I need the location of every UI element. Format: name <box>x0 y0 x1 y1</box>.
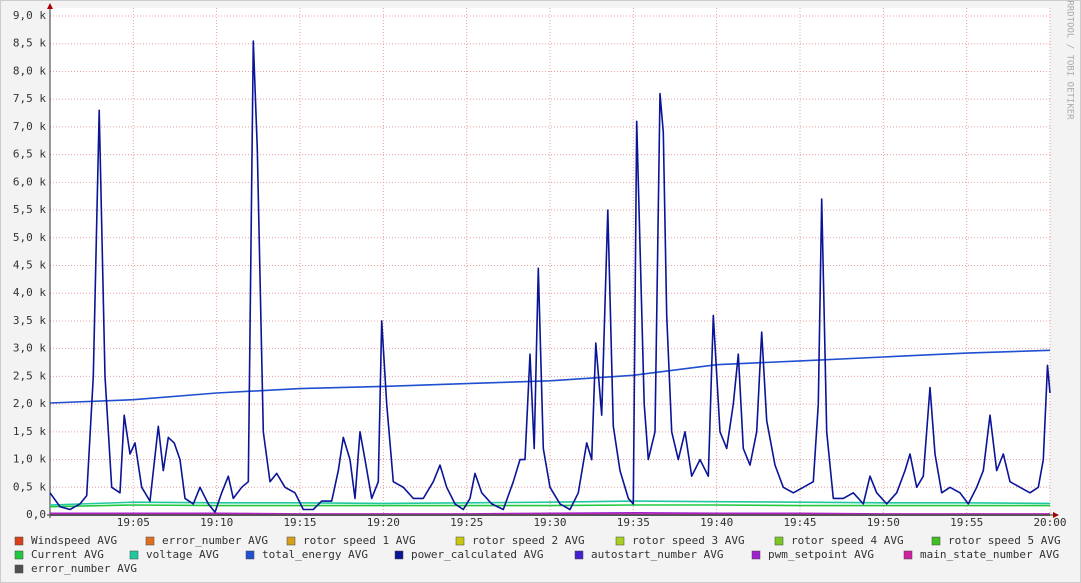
series-line <box>49 349 1051 404</box>
x-tick-label: 19:45 <box>783 516 816 529</box>
legend-label: pwm_setpoint AVG <box>768 548 874 561</box>
y-tick-label: 6,0 k <box>13 175 46 188</box>
legend-label: error_number AVG <box>162 534 268 547</box>
y-tick-label: 9,0 k <box>13 9 46 22</box>
y-tick-label: 5,0 k <box>13 231 46 244</box>
x-tick-label: 20:00 <box>1033 516 1066 529</box>
legend-swatch <box>574 550 584 560</box>
legend-label: total_energy AVG <box>262 548 368 561</box>
axis-arrow <box>1053 512 1059 518</box>
legend-label: rotor speed 5 AVG <box>948 534 1061 547</box>
legend-swatch <box>245 550 255 560</box>
legend-label: autostart_number AVG <box>591 548 723 561</box>
legend-swatch <box>286 536 296 546</box>
x-tick-label: 19:50 <box>867 516 900 529</box>
x-tick-label: 19:55 <box>950 516 983 529</box>
legend-swatch <box>931 536 941 546</box>
legend-label: voltage AVG <box>146 548 219 561</box>
y-tick-label: 2,0 k <box>13 397 46 410</box>
legend-swatch <box>129 550 139 560</box>
legend-label: power_calculated AVG <box>411 548 543 561</box>
y-tick-label: 7,0 k <box>13 120 46 133</box>
legend-label: rotor speed 4 AVG <box>791 534 904 547</box>
y-tick-label: 6,5 k <box>13 148 46 161</box>
watermark: RRDTOOL / TOBI OETIKER <box>1065 0 1075 120</box>
series-line <box>49 40 1051 513</box>
series-line <box>49 500 1051 506</box>
legend-swatch <box>145 536 155 546</box>
y-tick-label: 4,5 k <box>13 259 46 272</box>
x-tick-label: 19:15 <box>283 516 316 529</box>
legend-label: rotor speed 3 AVG <box>632 534 745 547</box>
y-tick-label: 5,5 k <box>13 203 46 216</box>
y-tick-label: 4,0 k <box>13 286 46 299</box>
axis-arrow <box>47 3 53 9</box>
y-tick-label: 8,0 k <box>13 64 46 77</box>
y-tick-label: 3,0 k <box>13 342 46 355</box>
legend-swatch <box>455 536 465 546</box>
x-tick-label: 19:30 <box>533 516 566 529</box>
legend-swatch <box>751 550 761 560</box>
plot-area <box>50 8 1050 515</box>
y-tick-label: 2,5 k <box>13 369 46 382</box>
legend-swatch <box>903 550 913 560</box>
legend-label: main_state_number AVG <box>920 548 1059 561</box>
legend-label: Current AVG <box>31 548 104 561</box>
legend-label: Windspeed AVG <box>31 534 117 547</box>
y-tick-label: 8,5 k <box>13 37 46 50</box>
legend-swatch <box>14 550 24 560</box>
y-tick-label: 1,0 k <box>13 453 46 466</box>
y-tick-label: 1,5 k <box>13 425 46 438</box>
legend-label: rotor speed 2 AVG <box>472 534 585 547</box>
x-tick-label: 19:20 <box>367 516 400 529</box>
x-tick-label: 19:35 <box>617 516 650 529</box>
legend-swatch <box>14 536 24 546</box>
x-tick-label: 19:05 <box>117 516 150 529</box>
legend-label: rotor speed 1 AVG <box>303 534 416 547</box>
y-tick-label: 0,5 k <box>13 480 46 493</box>
legend-swatch <box>615 536 625 546</box>
legend-swatch <box>774 536 784 546</box>
x-tick-label: 19:10 <box>200 516 233 529</box>
x-tick-label: 19:25 <box>450 516 483 529</box>
y-tick-label: 3,5 k <box>13 314 46 327</box>
x-tick-label: 19:40 <box>700 516 733 529</box>
legend-swatch <box>14 564 24 574</box>
legend-swatch <box>394 550 404 560</box>
y-tick-label: 0,0 <box>26 508 46 521</box>
legend-label: error_number AVG <box>31 562 137 575</box>
y-tick-label: 7,5 k <box>13 92 46 105</box>
